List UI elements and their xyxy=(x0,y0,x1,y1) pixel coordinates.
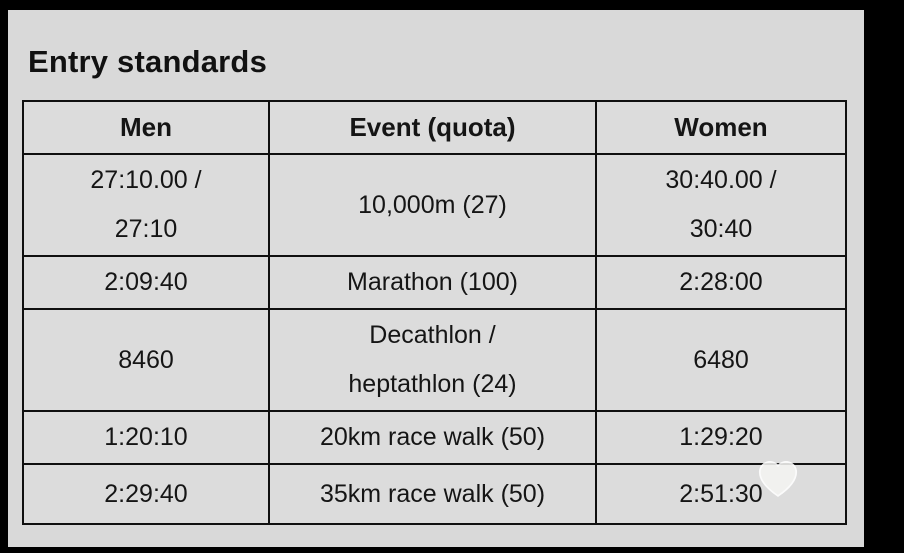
men-value: 2:29:40 xyxy=(22,463,270,525)
entry-standards-table: Men Event (quota) Women 27:10.00 / 27:10… xyxy=(22,100,847,525)
men-value: 1:20:10 xyxy=(22,410,270,465)
table-row: 8460 Decathlon / heptathlon (24) 6480 xyxy=(22,308,847,412)
table-header-row: Men Event (quota) Women xyxy=(22,100,847,155)
table-row: 2:29:40 35km race walk (50) 2:51:30 xyxy=(22,463,847,525)
page-background: Entry standards Men Event (quota) Women … xyxy=(8,10,864,547)
event-value: Decathlon / heptathlon (24) xyxy=(268,308,597,412)
heart-like-icon[interactable] xyxy=(752,450,804,502)
table-row: 27:10.00 / 27:10 10,000m (27) 30:40.00 /… xyxy=(22,153,847,257)
event-value: 10,000m (27) xyxy=(268,153,597,257)
event-value: Marathon (100) xyxy=(268,255,597,310)
table-row: 1:20:10 20km race walk (50) 1:29:20 xyxy=(22,410,847,465)
men-value: 2:09:40 xyxy=(22,255,270,310)
column-header-event: Event (quota) xyxy=(268,100,597,155)
event-value: 20km race walk (50) xyxy=(268,410,597,465)
men-value: 8460 xyxy=(22,308,270,412)
men-value: 27:10.00 / 27:10 xyxy=(22,153,270,257)
women-value: 30:40.00 / 30:40 xyxy=(595,153,847,257)
event-value: 35km race walk (50) xyxy=(268,463,597,525)
column-header-men: Men xyxy=(22,100,270,155)
table-row: 2:09:40 Marathon (100) 2:28:00 xyxy=(22,255,847,310)
page-title: Entry standards xyxy=(28,44,268,79)
column-header-women: Women xyxy=(595,100,847,155)
women-value: 2:51:30 xyxy=(595,463,847,525)
women-value: 1:29:20 xyxy=(595,410,847,465)
women-value: 2:28:00 xyxy=(595,255,847,310)
women-value: 6480 xyxy=(595,308,847,412)
